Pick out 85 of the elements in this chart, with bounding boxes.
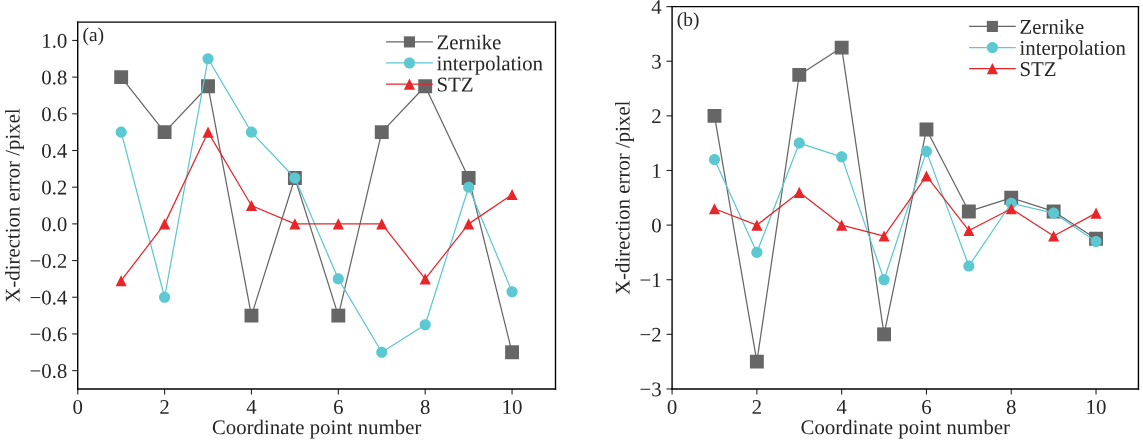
x-tick-label: 10 xyxy=(1087,399,1106,415)
y-tick-label: 0.6 xyxy=(42,107,67,122)
x-tick-label: 0 xyxy=(73,399,83,415)
annotation: (a) xyxy=(83,27,104,46)
x-axis-title: Coordinate point number xyxy=(801,419,1010,439)
x-tick-label: 6 xyxy=(922,400,932,415)
point xyxy=(332,273,344,285)
point xyxy=(505,345,520,360)
y-tick-label: 0.0 xyxy=(42,217,67,232)
legend-label: STZ xyxy=(1020,62,1056,77)
legend-label: interpolation xyxy=(436,55,543,75)
legend-label: Zernike xyxy=(437,34,501,50)
y-tick-label: 0.8 xyxy=(42,70,67,85)
point xyxy=(878,230,890,242)
y-tick-label: 0.4 xyxy=(42,143,67,159)
y-tick-label: 1.0 xyxy=(43,33,67,48)
y-tick-label: −0.8 xyxy=(30,363,67,379)
x-axis-title: Coordinate point number xyxy=(212,419,422,439)
legend-label: STZ xyxy=(437,77,473,92)
point xyxy=(463,181,475,193)
point xyxy=(751,246,763,258)
x-tick-label: 0 xyxy=(667,399,677,415)
y-tick-label: 1 xyxy=(653,163,661,178)
point xyxy=(708,154,721,166)
y-axis-title: X-direction error /pixel xyxy=(615,101,634,295)
y-tick-label: −1 xyxy=(640,273,661,287)
x-tick-label: 2 xyxy=(752,400,761,414)
point xyxy=(1048,230,1060,242)
point xyxy=(749,354,764,369)
point xyxy=(836,219,848,231)
point xyxy=(793,186,805,198)
point xyxy=(963,225,975,237)
point xyxy=(707,108,722,123)
y-tick-label: 0 xyxy=(652,218,661,233)
point xyxy=(114,70,129,85)
point xyxy=(331,308,346,323)
point xyxy=(202,53,214,65)
point xyxy=(115,275,127,287)
point xyxy=(245,199,258,212)
point xyxy=(751,219,763,231)
legend-label: interpolation xyxy=(1019,40,1126,60)
x-tick-label: 4 xyxy=(246,400,257,414)
y-tick-label: −0.6 xyxy=(30,327,67,342)
y-tick-label: −0.4 xyxy=(30,290,67,305)
y-tick-label: −0.2 xyxy=(30,253,67,269)
point xyxy=(793,137,805,149)
point xyxy=(244,308,259,323)
x-tick-label: 4 xyxy=(836,400,847,414)
point xyxy=(792,67,807,82)
point xyxy=(374,125,389,140)
y-tick-label: 3 xyxy=(652,54,661,69)
y-tick-label: 4 xyxy=(651,0,662,14)
point xyxy=(963,260,975,272)
x-tick-label: 6 xyxy=(334,400,343,415)
point xyxy=(506,286,518,298)
point xyxy=(202,126,214,138)
point xyxy=(245,126,258,138)
x-tick-label: 2 xyxy=(160,400,169,414)
y-tick-label: 2 xyxy=(652,109,661,124)
point xyxy=(961,204,976,219)
point xyxy=(1090,235,1102,248)
y-tick-label: −3 xyxy=(640,382,661,397)
point xyxy=(920,170,933,182)
point xyxy=(920,145,933,157)
point xyxy=(708,203,721,215)
x-tick-label: 8 xyxy=(1006,399,1016,415)
point xyxy=(506,188,518,201)
point xyxy=(159,218,171,230)
point xyxy=(877,327,891,342)
y-axis-title: X-direction error /pixel xyxy=(5,108,24,303)
y-tick-label: 0.2 xyxy=(42,180,67,195)
point xyxy=(159,291,171,303)
y-tick-label: −2 xyxy=(640,327,661,342)
point xyxy=(115,126,127,138)
point xyxy=(419,319,431,331)
annotation: (b) xyxy=(677,12,699,30)
point xyxy=(834,40,849,55)
legend-label: Zernike xyxy=(1020,19,1084,34)
x-tick-label: 10 xyxy=(503,399,522,415)
point xyxy=(157,125,172,140)
point xyxy=(376,346,388,358)
point xyxy=(836,151,848,163)
point xyxy=(878,274,890,286)
x-tick-label: 8 xyxy=(420,399,430,415)
point xyxy=(1090,207,1102,219)
